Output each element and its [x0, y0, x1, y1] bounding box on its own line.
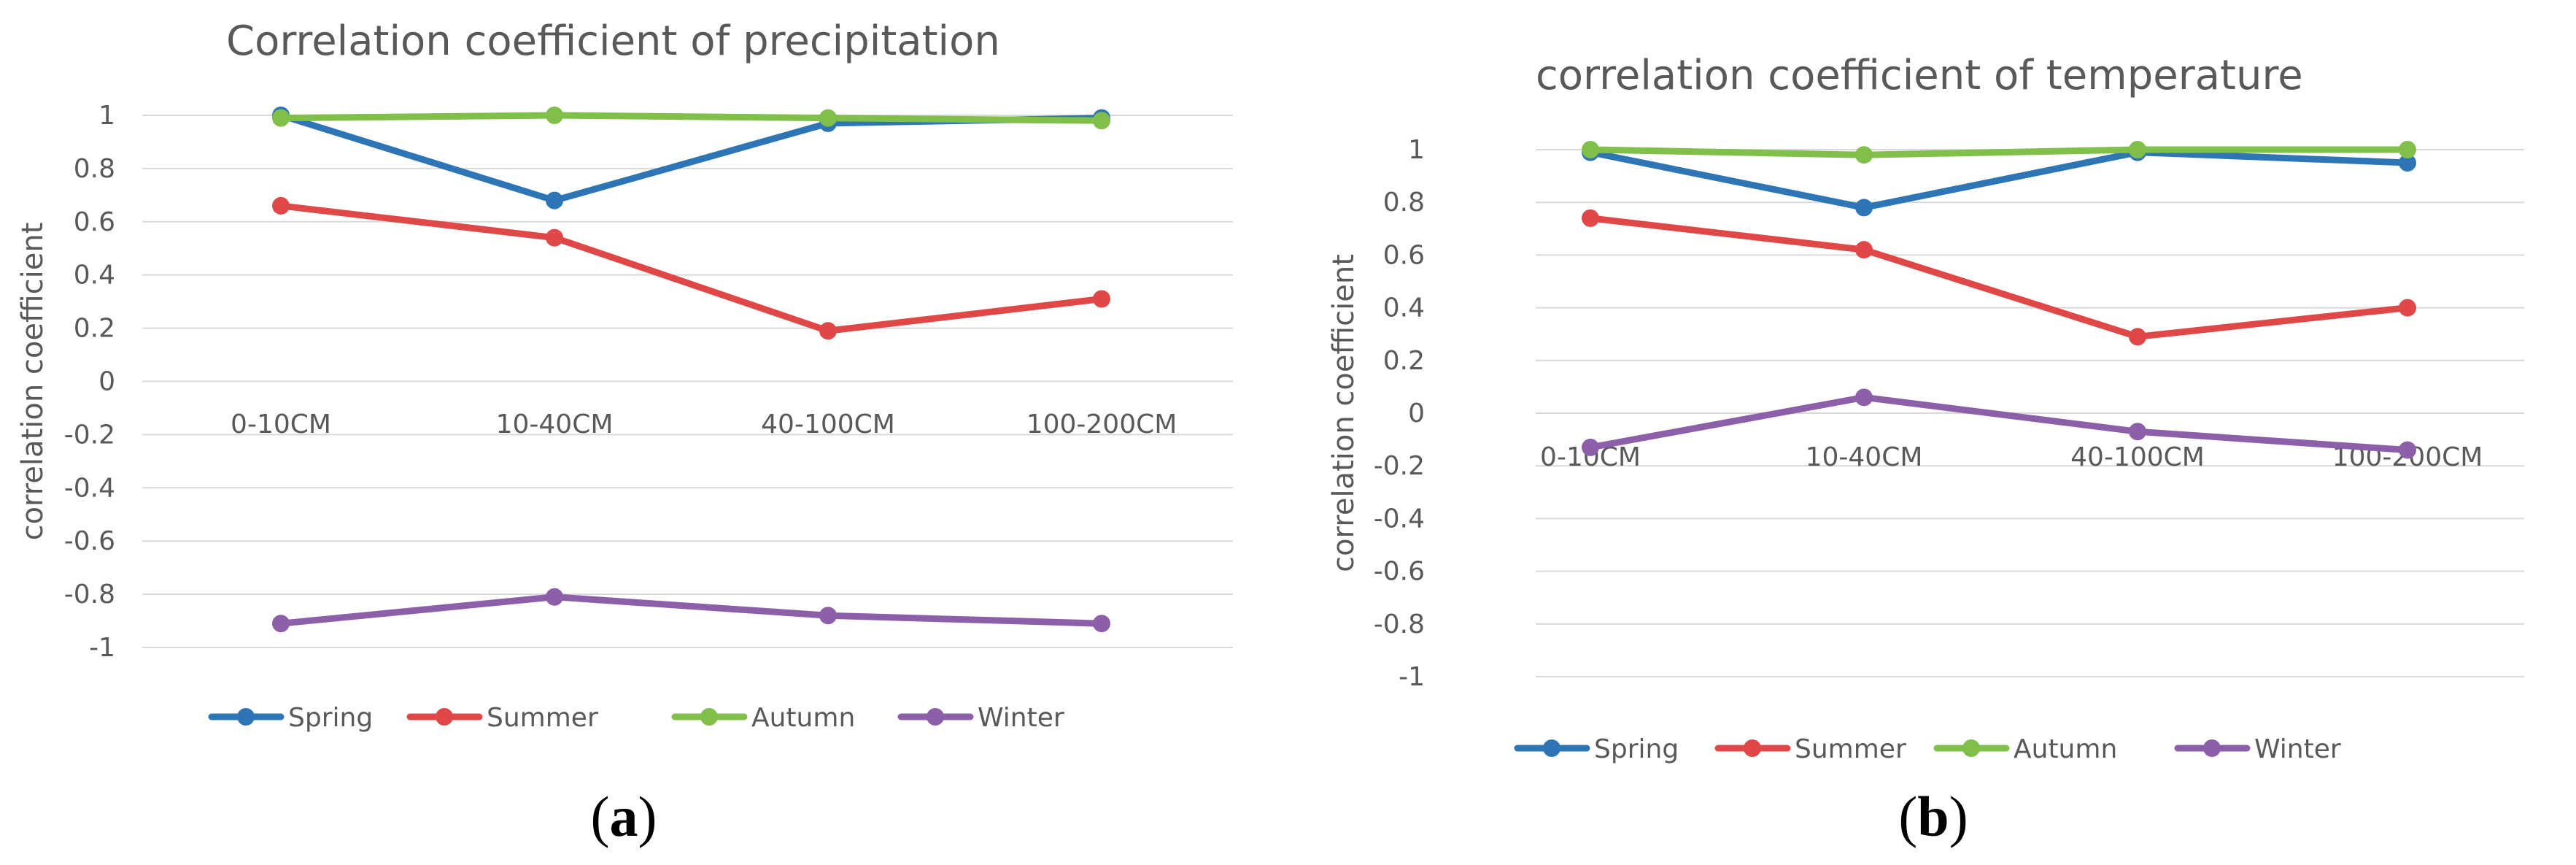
panel-b-chart: correlation coefficient of temperature10…: [1327, 52, 2524, 764]
panel-a-y-tick-label: -1: [89, 633, 115, 663]
panel-a-y-tick-label: -0.8: [64, 580, 115, 610]
panel-a-y-tick-label: 0.2: [74, 314, 115, 344]
panel-b-legend-marker: [1962, 739, 1980, 757]
panel-a-y-tick-label: -0.4: [64, 473, 115, 503]
panel-a-legend-label: Winter: [978, 703, 1064, 733]
panel-a-data-point-spring: [546, 191, 563, 209]
panel-a-y-tick-label: 0.4: [74, 261, 115, 291]
panel-b-y-tick-label: -1: [1399, 662, 1425, 692]
panel-a-data-point-winter: [1093, 615, 1110, 633]
panel-a-legend-label: Summer: [487, 703, 598, 733]
panel-b-legend-item-winter: Winter: [2174, 734, 2341, 764]
panel-a-legend-item-summer: Summer: [406, 703, 598, 733]
panel-b-y-tick-label: -0.4: [1374, 504, 1425, 534]
panel-a-series-line-autumn: [277, 112, 1105, 124]
panel-a-y-tick-label: -0.6: [64, 526, 115, 556]
panel-a-legend-label: Autumn: [751, 703, 855, 733]
panel-b-data-point-winter: [1582, 438, 1599, 456]
panel-b-data-point-summer: [1855, 241, 1873, 259]
panel-a-y-tick-label: -0.2: [64, 420, 115, 450]
panel-a-data-point-winter: [546, 588, 563, 606]
panel-b-legend-label: Autumn: [2014, 734, 2117, 764]
panel-a-series-line-winter: [277, 593, 1105, 627]
panel-b-series-line-spring: [1587, 149, 2411, 211]
panel-a-legend-item-winter: Winter: [897, 703, 1064, 733]
panel-a-data-point-summer: [272, 196, 290, 215]
panel-b-y-tick-label: 0.2: [1383, 346, 1425, 376]
panel-b-y-tick-label: -0.6: [1374, 557, 1425, 587]
panel-b-legend-item-autumn: Autumn: [1933, 734, 2117, 764]
panel-a-series-line-summer: [277, 202, 1105, 334]
panel-b-data-point-winter: [2399, 441, 2416, 459]
panel-a-data-point-winter: [819, 607, 837, 625]
panel-b-legend-marker: [1744, 739, 1761, 757]
panel-a-legend-item-spring: Spring: [208, 703, 373, 733]
panel-a-title: Correlation coefficient of precipitation: [226, 18, 1000, 65]
panel-a-x-tick-label: 0-10CM: [231, 410, 331, 439]
panel-b-data-point-autumn: [2399, 141, 2416, 158]
panel-a-y-tick-label: 0: [98, 367, 115, 397]
panel-a-legend-marker: [436, 708, 453, 726]
panel-b-y-tick-label: 0.6: [1383, 240, 1425, 270]
panel-b-y-tick-label: 0.8: [1383, 188, 1425, 218]
panel-b-y-tick-label: 0: [1408, 399, 1425, 428]
panel-a-data-point-summer: [819, 322, 837, 340]
panel-b-y-tick-label: -0.2: [1374, 451, 1425, 481]
panel-a-data-point-summer: [1093, 290, 1110, 308]
panel-b-legend-marker: [2203, 739, 2221, 757]
panel-b-y-axis-label: correlation coefficient: [1327, 254, 1361, 572]
panel-a-legend-marker: [237, 708, 255, 726]
panel-b-data-point-spring: [2399, 154, 2416, 172]
panel-b-data-point-summer: [2129, 328, 2146, 346]
panel-b-series-line-summer: [1587, 215, 2411, 340]
panel-a-caption: (a): [591, 785, 657, 848]
panel-a-data-point-summer: [546, 228, 563, 247]
panel-b-data-point-autumn: [2129, 141, 2146, 158]
panel-a-data-point-winter: [272, 615, 290, 633]
panel-a-legend-label: Spring: [288, 703, 373, 733]
panel-b-series-line-winter: [1587, 393, 2411, 454]
panel-b-data-point-autumn: [1582, 141, 1599, 158]
panel-b-legend-label: Winter: [2254, 734, 2341, 764]
panel-b-data-point-winter: [1855, 388, 1873, 407]
panel-b-title: correlation coefficient of temperature: [1536, 52, 2303, 99]
panel-a-y-tick-label: 1: [98, 101, 115, 131]
panel-a-x-tick-label: 10-40CM: [496, 410, 614, 439]
panel-b-series-line-autumn: [1587, 146, 2411, 158]
panel-b-x-tick-label: 10-40CM: [1806, 442, 1923, 472]
panel-a-data-point-autumn: [1093, 112, 1110, 130]
panel-a-legend-marker: [700, 708, 718, 726]
panel-b-y-tick-label: 1: [1408, 135, 1425, 165]
panel-a-legend-item-autumn: Autumn: [671, 703, 855, 733]
panel-a-x-tick-label: 100-200CM: [1026, 410, 1177, 439]
panel-a-legend-marker: [927, 708, 944, 726]
panel-a-y-tick-label: 0.6: [74, 207, 115, 237]
panel-b-y-tick-label: -0.8: [1374, 610, 1425, 639]
panel-b-data-point-winter: [2129, 423, 2146, 441]
panel-b-legend-label: Spring: [1594, 734, 1679, 764]
panel-a-y-tick-label: 0.8: [74, 154, 115, 184]
panel-b-legend-item-summer: Summer: [1714, 734, 1906, 764]
panel-b-data-point-spring: [1855, 199, 1873, 217]
panel-b-y-tick-label: 0.4: [1383, 293, 1425, 323]
panel-b-legend-label: Summer: [1795, 734, 1906, 764]
panel-b-caption: (b): [1898, 785, 1968, 848]
panel-b-data-point-summer: [1582, 209, 1599, 227]
panel-a-data-point-autumn: [546, 107, 563, 124]
panel-b-legend-item-spring: Spring: [1514, 734, 1679, 764]
panel-a-data-point-autumn: [272, 109, 290, 127]
panel-b-data-point-autumn: [1855, 146, 1873, 164]
panel-a-chart: Correlation coefficient of precipitation…: [16, 18, 1233, 733]
panel-b-legend-marker: [1543, 739, 1560, 757]
panel-a-y-axis-label: correlation coefficient: [16, 223, 50, 541]
panel-b-x-tick-label: 40-100CM: [2070, 442, 2205, 472]
panel-a-x-tick-label: 40-100CM: [761, 410, 895, 439]
panel-a-data-point-autumn: [819, 109, 837, 127]
panel-b-data-point-summer: [2399, 299, 2416, 317]
